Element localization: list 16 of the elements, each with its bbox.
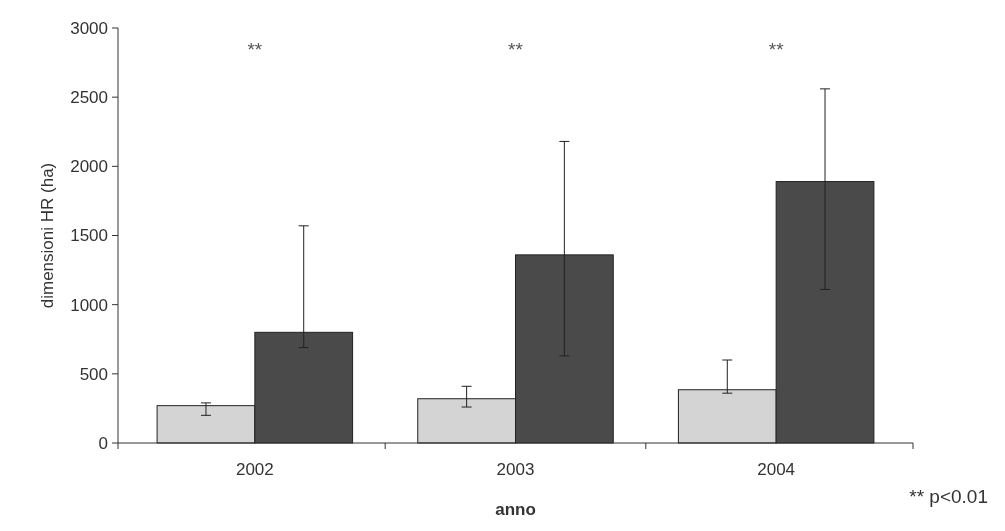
y-tick-label: 500	[79, 364, 108, 384]
x-tick-label: 2004	[757, 460, 796, 479]
annotation: **	[768, 39, 785, 60]
y-tick-label: 3000	[70, 18, 108, 38]
y-tick-label: 1500	[70, 226, 108, 246]
y-tick-label: 2000	[70, 157, 108, 177]
x-tick-label: 2003	[496, 460, 535, 479]
x-axis-title: anno	[495, 500, 536, 519]
annotation: **	[508, 39, 524, 60]
y-axis-title: dimensioni HR (ha)	[38, 162, 57, 309]
text: ** p<0.01	[909, 486, 988, 507]
y-tick-label: 2500	[70, 88, 108, 108]
annotation: **	[247, 39, 263, 60]
y-tick-label: 0	[98, 433, 108, 453]
y-tick-label: 1000	[70, 295, 108, 315]
x-tick-label: 2002	[235, 460, 274, 479]
